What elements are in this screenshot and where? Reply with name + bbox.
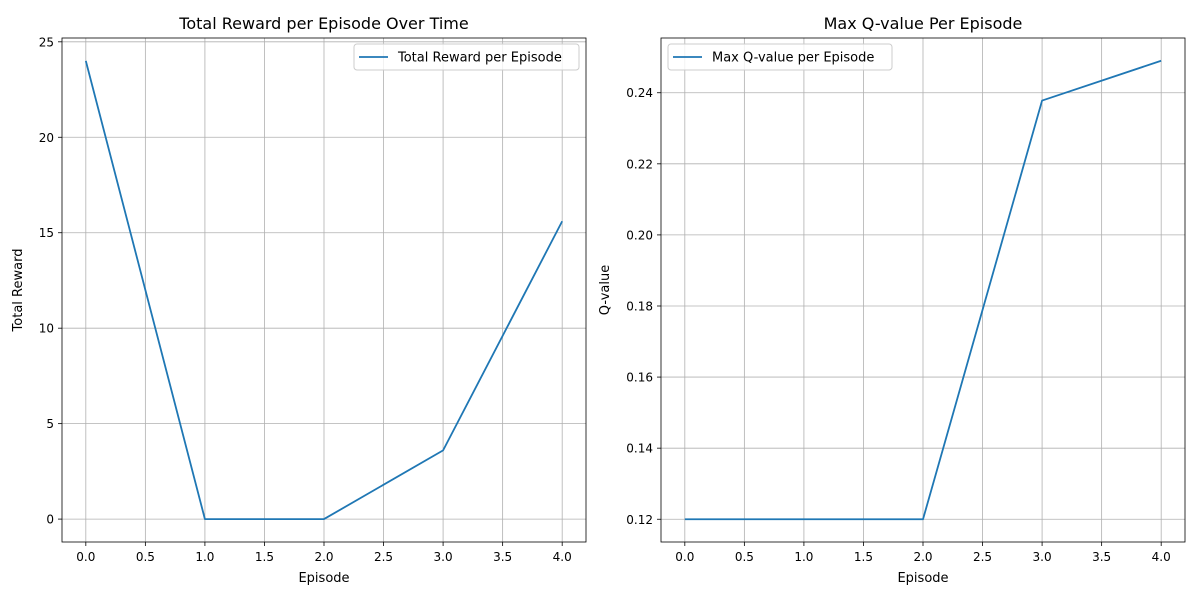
plot-frame [660, 37, 1186, 543]
y-tick-label: 20 [39, 131, 54, 145]
y-tick-label: 0.20 [626, 228, 653, 242]
grid [661, 38, 1185, 542]
x-tick-label: 0.0 [76, 550, 95, 564]
y-tick-label: 15 [39, 226, 54, 240]
y-tick-label: 0.14 [626, 442, 653, 456]
x-tick-label: 3.5 [493, 550, 512, 564]
x-tick-label: 0.5 [136, 550, 155, 564]
x-tick-label: 0.0 [675, 550, 694, 564]
plot-frame [61, 37, 587, 543]
chart-title: Total Reward per Episode Over Time [178, 14, 468, 33]
series-line [84, 60, 563, 520]
legend: Total Reward per Episode [353, 43, 580, 71]
x-tick-label: 2.5 [973, 550, 992, 564]
x-tick-label: 3.0 [1033, 550, 1052, 564]
y-tick-label: 25 [39, 35, 54, 49]
grid [62, 38, 586, 542]
x-tick-label: 2.0 [913, 550, 932, 564]
y-tick-label: 0.18 [626, 299, 653, 313]
legend: Max Q-value per Episode [667, 43, 893, 71]
chart-title: Max Q-value Per Episode [824, 14, 1023, 33]
x-tick-label: 1.0 [794, 550, 813, 564]
y-tick-label: 0.16 [626, 371, 653, 385]
series-group [684, 59, 1162, 521]
x-tick-label: 2.5 [374, 550, 393, 564]
x-tick-label: 4.0 [1152, 550, 1171, 564]
y-tick-label: 0.22 [626, 157, 653, 171]
y-axis-ticks: 0.12 0.14 0.16 0.18 0.20 0.22 0.24 [626, 86, 661, 527]
x-tick-label: 2.0 [314, 550, 333, 564]
x-axis-label: Episode [897, 571, 948, 586]
x-tick-label: 1.5 [854, 550, 873, 564]
series-line [684, 59, 1162, 521]
y-tick-label: 0 [46, 513, 54, 527]
y-axis-label: Q-value [598, 265, 613, 315]
legend-box [667, 43, 893, 71]
y-tick-label: 5 [46, 417, 54, 431]
y-tick-label: 0.12 [626, 513, 653, 527]
legend-label: Total Reward per Episode [397, 51, 562, 66]
x-tick-label: 0.5 [735, 550, 754, 564]
x-tick-label: 3.0 [434, 550, 453, 564]
chart-total-reward: Total Reward per Episode Over Time Episo… [11, 14, 587, 586]
x-axis-label: Episode [298, 571, 349, 586]
chart-max-q-value: Max Q-value Per Episode Episode Q-value … [598, 14, 1186, 586]
x-axis-ticks: 0.0 0.5 1.0 1.5 2.0 2.5 3.0 3.5 4.0 [675, 542, 1171, 564]
x-tick-label: 4.0 [553, 550, 572, 564]
y-tick-label: 0.24 [626, 86, 653, 100]
y-axis-label: Total Reward [11, 249, 26, 333]
legend-box [353, 43, 580, 71]
x-axis-ticks: 0.0 0.5 1.0 1.5 2.0 2.5 3.0 3.5 4.0 [76, 542, 572, 564]
legend-label: Max Q-value per Episode [712, 51, 874, 66]
y-tick-label: 10 [39, 322, 54, 336]
x-tick-label: 3.5 [1092, 550, 1111, 564]
y-axis-ticks: 0 5 10 15 20 25 [39, 35, 62, 527]
series-group [84, 60, 563, 520]
x-tick-label: 1.5 [255, 550, 274, 564]
x-tick-label: 1.0 [195, 550, 214, 564]
